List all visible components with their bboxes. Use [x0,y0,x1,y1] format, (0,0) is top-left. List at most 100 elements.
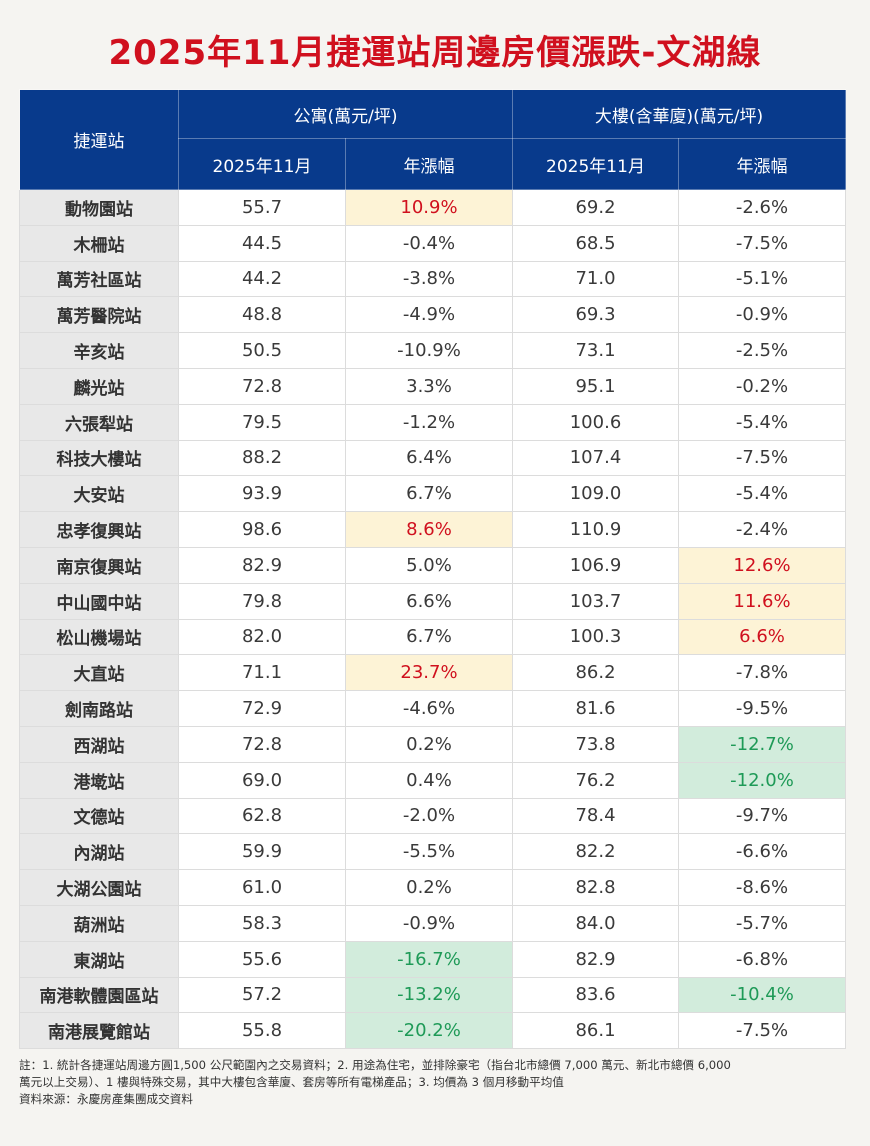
apt-price-cell: 44.5 [178,224,346,262]
bld-change-cell: -2.5% [677,332,847,369]
table-row: 南港軟體園區站 57.2 -13.2% 83.6 -10.4% [19,976,847,1014]
apt-change-cell: 3.3% [345,367,513,405]
bld-change-cell: -7.5% [677,1012,847,1050]
apt-change-cell: 0.4% [345,761,513,799]
table-row: 辛亥站 50.5 -10.9% 73.1 -2.5% [19,332,847,369]
bld-price-cell: 86.1 [512,1012,679,1050]
station-cell: 大直站 [19,654,179,692]
bld-change-cell: -9.7% [677,797,847,835]
bld-change-cell: 11.6% [677,582,847,620]
apt-change-cell: 6.6% [345,582,513,620]
apt-change-cell: 5.0% [345,546,513,584]
header-bld-price: 2025年11月 [512,138,679,190]
bld-change-cell: 12.6% [677,546,847,584]
apt-price-cell: 72.8 [178,367,346,405]
apt-price-cell: 48.8 [178,296,346,334]
bld-price-cell: 81.6 [512,690,679,727]
table-row: 港墘站 69.0 0.4% 76.2 -12.0% [19,761,847,799]
apt-change-cell: 23.7% [345,654,513,692]
header-apartment-group: 公寓(萬元/坪) [178,89,513,139]
bld-price-cell: 100.3 [512,618,679,656]
page-title: 2025年11月捷運站周邊房價漲跌-文湖線 [108,33,762,73]
bld-price-cell: 82.8 [512,869,679,906]
bld-price-cell: 82.2 [512,833,679,871]
bld-change-cell: -8.6% [677,869,847,906]
bld-change-cell: -5.4% [677,475,847,513]
table-body: 動物園站 55.7 10.9% 69.2 -2.6% 木柵站 44.5 -0.4% 68.5 -7… [19,189,847,1050]
station-cell: 劍南路站 [19,690,179,727]
header-bld-change: 年漲幅 [677,138,847,190]
bld-price-cell: 110.9 [512,511,679,548]
bld-change-cell: -2.6% [677,189,847,226]
apt-change-cell: 0.2% [345,725,513,763]
apt-price-cell: 62.8 [178,797,346,835]
bld-price-cell: 100.6 [512,403,679,441]
bld-price-cell: 109.0 [512,475,679,513]
data-source: 資料來源：永慶房產集團成交資料 [19,1092,193,1106]
station-cell: 麟光站 [19,367,179,405]
table-row: 南港展覽館站 55.8 -20.2% 86.1 -7.5% [19,1012,847,1050]
apt-change-cell: -4.6% [345,690,513,727]
station-cell: 木柵站 [19,224,179,262]
bld-change-cell: -9.5% [677,690,847,727]
apt-price-cell: 98.6 [178,511,346,548]
apt-change-cell: -0.4% [345,224,513,262]
table-row: 動物園站 55.7 10.9% 69.2 -2.6% [19,189,847,226]
station-cell: 內湖站 [19,833,179,871]
table-row: 六張犁站 79.5 -1.2% 100.6 -5.4% [19,403,847,441]
station-cell: 萬芳社區站 [19,260,179,298]
bld-change-cell: -0.9% [677,296,847,334]
bld-price-cell: 82.9 [512,940,679,978]
table-row: 萬芳醫院站 48.8 -4.9% 69.3 -0.9% [19,296,847,334]
apt-change-cell: -3.8% [345,260,513,298]
station-cell: 忠孝復興站 [19,511,179,548]
table-row: 劍南路站 72.9 -4.6% 81.6 -9.5% [19,690,847,727]
station-cell: 辛亥站 [19,332,179,369]
apt-price-cell: 44.2 [178,260,346,298]
footnotes: 註：1. 統計各捷運站周邊方圓1,500 公尺範圍內之交易資料；2. 用途為住宅… [19,1057,854,1108]
table-row: 大安站 93.9 6.7% 109.0 -5.4% [19,475,847,513]
apt-price-cell: 57.2 [178,976,346,1014]
table-row: 東湖站 55.6 -16.7% 82.9 -6.8% [19,940,847,978]
apt-price-cell: 50.5 [178,332,346,369]
apt-price-cell: 79.5 [178,403,346,441]
table-row: 萬芳社區站 44.2 -3.8% 71.0 -5.1% [19,260,847,298]
station-cell: 科技大樓站 [19,439,179,477]
apt-change-cell: 6.7% [345,475,513,513]
apt-price-cell: 72.9 [178,690,346,727]
station-cell: 大安站 [19,475,179,513]
apt-price-cell: 69.0 [178,761,346,799]
table-row: 忠孝復興站 98.6 8.6% 110.9 -2.4% [19,511,847,548]
apt-price-cell: 61.0 [178,869,346,906]
table-row: 南京復興站 82.9 5.0% 106.9 12.6% [19,546,847,584]
station-cell: 葫洲站 [19,904,179,942]
header-station: 捷運站 [19,89,179,190]
station-cell: 西湖站 [19,725,179,763]
apt-change-cell: -2.0% [345,797,513,835]
apt-price-cell: 79.8 [178,582,346,620]
station-cell: 大湖公園站 [19,869,179,906]
bld-price-cell: 73.1 [512,332,679,369]
bld-price-cell: 76.2 [512,761,679,799]
apt-change-cell: -13.2% [345,976,513,1014]
bld-price-cell: 103.7 [512,582,679,620]
station-cell: 動物園站 [19,189,179,226]
station-cell: 松山機場站 [19,618,179,656]
station-cell: 南京復興站 [19,546,179,584]
station-cell: 東湖站 [19,940,179,978]
apt-change-cell: 6.7% [345,618,513,656]
apt-change-cell: -4.9% [345,296,513,334]
bld-price-cell: 71.0 [512,260,679,298]
table-row: 松山機場站 82.0 6.7% 100.3 6.6% [19,618,847,656]
apt-price-cell: 72.8 [178,725,346,763]
table-row: 內湖站 59.9 -5.5% 82.2 -6.6% [19,833,847,871]
apt-price-cell: 82.0 [178,618,346,656]
bld-price-cell: 95.1 [512,367,679,405]
station-cell: 六張犁站 [19,403,179,441]
apt-price-cell: 58.3 [178,904,346,942]
table-row: 大湖公園站 61.0 0.2% 82.8 -8.6% [19,869,847,906]
station-cell: 港墘站 [19,761,179,799]
bld-price-cell: 83.6 [512,976,679,1014]
bld-change-cell: -6.8% [677,940,847,978]
bld-change-cell: -6.6% [677,833,847,871]
